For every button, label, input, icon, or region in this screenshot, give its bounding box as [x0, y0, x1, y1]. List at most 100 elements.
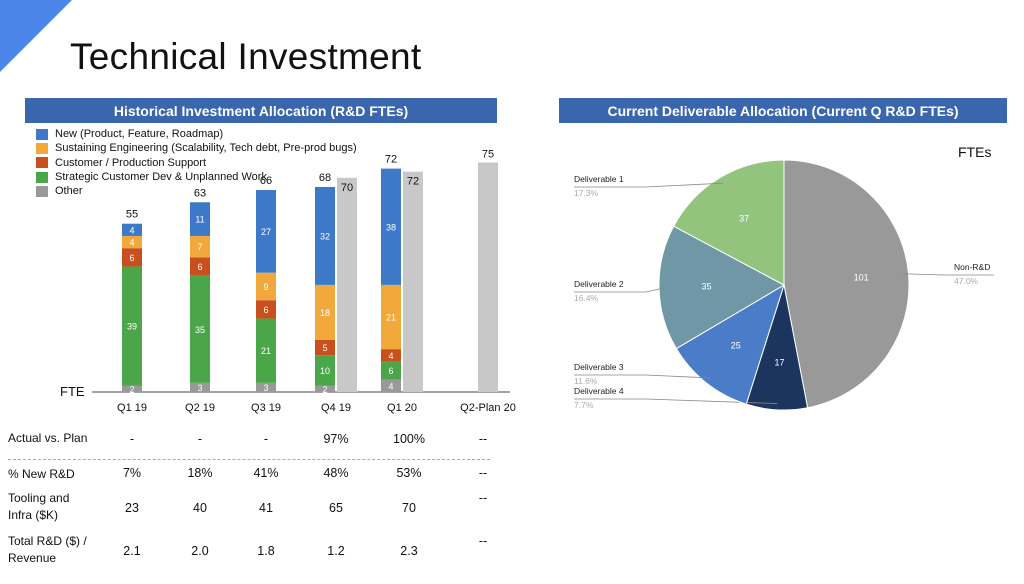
pie-value-label: 37: [739, 214, 749, 224]
table-cell: 100%: [393, 432, 425, 446]
segment-value-label: 9: [263, 282, 268, 292]
segment-value-label: 3: [197, 383, 202, 393]
segment-value-label: 11: [195, 215, 204, 225]
table-row-label: Actual vs. Plan: [8, 431, 88, 445]
segment-value-label: 4: [129, 225, 134, 235]
table-row-label: Total R&D ($) / Revenue: [8, 534, 87, 565]
x-tick-label: Q3 19: [251, 402, 281, 414]
pie-leader-line: [902, 273, 994, 276]
plan-value-label: 70: [341, 182, 353, 194]
x-tick-label: Q2 19: [185, 402, 215, 414]
bar-segment: [122, 248, 142, 267]
total-value-label: 63: [194, 187, 206, 199]
pie-value-label: 35: [702, 282, 712, 292]
pie-slice-label: Non-R&D: [954, 262, 990, 272]
legend-label: Strategic Customer Dev & Unplanned Work: [55, 171, 267, 184]
bar-segment: [381, 349, 401, 362]
total-value-label: 66: [260, 175, 272, 187]
pie-legend-title: FTEs: [958, 144, 992, 160]
pie-leader-line: [574, 398, 778, 404]
bar-segment: [256, 272, 276, 301]
legend-item: Sustaining Engineering (Scalability, Tec…: [36, 141, 357, 155]
pie-slice-percent: 17.3%: [574, 188, 599, 198]
legend-item: New (Product, Feature, Roadmap): [36, 127, 357, 141]
corner-accent: [0, 0, 72, 72]
legend-swatch: [36, 185, 48, 197]
pie-chart-header: Current Deliverable Allocation (Current …: [559, 98, 1007, 123]
bar-segment: [256, 300, 276, 319]
bar-segment: [190, 202, 210, 236]
table-cell: 48%: [323, 466, 349, 480]
total-value-label: 68: [319, 172, 331, 184]
segment-value-label: 35: [195, 325, 205, 335]
segment-value-label: 21: [261, 346, 271, 356]
bar-segment: [381, 361, 401, 380]
bar-segment: [190, 257, 210, 276]
bar-chart-legend: New (Product, Feature, Roadmap) Sustainin…: [36, 127, 357, 198]
x-tick-label: Q2-Plan 20: [460, 402, 516, 414]
legend-label: Customer / Production Support: [55, 156, 207, 169]
plan-bar: [403, 171, 423, 392]
table-cell: -: [263, 432, 269, 446]
table-cell: 18%: [187, 466, 213, 480]
table-cell: --: [478, 432, 488, 446]
plan-bar: [337, 177, 357, 392]
segment-value-label: 39: [127, 322, 137, 332]
table-cell: 97%: [323, 432, 349, 446]
legend-swatch: [36, 157, 48, 169]
pie-slice-percent: 11.6%: [574, 376, 598, 386]
pie-slice: [673, 159, 785, 286]
segment-value-label: 6: [197, 262, 202, 272]
segment-value-label: 6: [388, 366, 393, 376]
segment-value-label: 21: [386, 313, 396, 323]
pie-leader-line: [574, 182, 723, 188]
bar-segment: [256, 190, 276, 273]
segment-value-label: 18: [320, 308, 330, 318]
table-row-label: Tooling and Infra ($K): [8, 491, 70, 522]
pie-slice-label: Deliverable 4: [574, 386, 624, 396]
legend-item: Customer / Production Support: [36, 156, 357, 170]
x-tick-label: Q1 19: [117, 402, 147, 414]
table-cell: 2.0: [191, 544, 209, 558]
legend-label: Sustaining Engineering (Scalability, Tec…: [55, 142, 357, 155]
table-cell: 7%: [122, 466, 142, 480]
pie-value-label: 101: [854, 273, 869, 283]
pie-slice: [783, 159, 910, 409]
plan-bar: [478, 162, 498, 392]
segment-value-label: 5: [322, 343, 327, 353]
total-value-label: 72: [385, 154, 397, 166]
segment-value-label: 6: [263, 305, 268, 315]
x-tick-label: Q4 19: [321, 402, 351, 414]
page-title: Technical Investment: [70, 36, 422, 77]
y-axis-label: FTE: [60, 384, 85, 399]
segment-value-label: 32: [320, 231, 330, 241]
table-cell: --: [478, 534, 488, 548]
bar-segment: [122, 235, 142, 249]
bar-chart-header: Historical Investment Allocation (R&D FT…: [25, 98, 497, 123]
table-cell: 23: [125, 501, 139, 515]
plan-value-label: 72: [407, 176, 419, 188]
table-cell: 70: [402, 501, 416, 515]
bar-segment: [256, 318, 276, 383]
bar-segment: [315, 186, 335, 285]
table-cell: -: [197, 432, 203, 446]
table-cell: --: [478, 491, 488, 505]
bar-segment: [190, 235, 210, 258]
table-cell: 41%: [253, 466, 279, 480]
bar-segment: [381, 168, 401, 285]
bar-segment: [122, 266, 142, 386]
table-cell: 1.2: [327, 544, 345, 558]
pie-slice-label: Deliverable 1: [574, 174, 624, 184]
bar-segment: [315, 355, 335, 386]
pie-slice-label: Deliverable 3: [574, 362, 624, 372]
total-value-label: 55: [126, 209, 138, 221]
segment-value-label: 10: [320, 366, 330, 376]
table-cell: 1.8: [257, 544, 275, 558]
pie-leader-line: [574, 374, 711, 379]
pie-slice-percent: 47.0%: [954, 276, 979, 286]
pie-slice-label: Deliverable 2: [574, 279, 624, 289]
legend-swatch: [36, 171, 48, 183]
pie-value-label: 25: [731, 341, 741, 351]
plan-value-label: 75: [482, 149, 494, 161]
table-row-label: % New R&D: [8, 467, 75, 481]
